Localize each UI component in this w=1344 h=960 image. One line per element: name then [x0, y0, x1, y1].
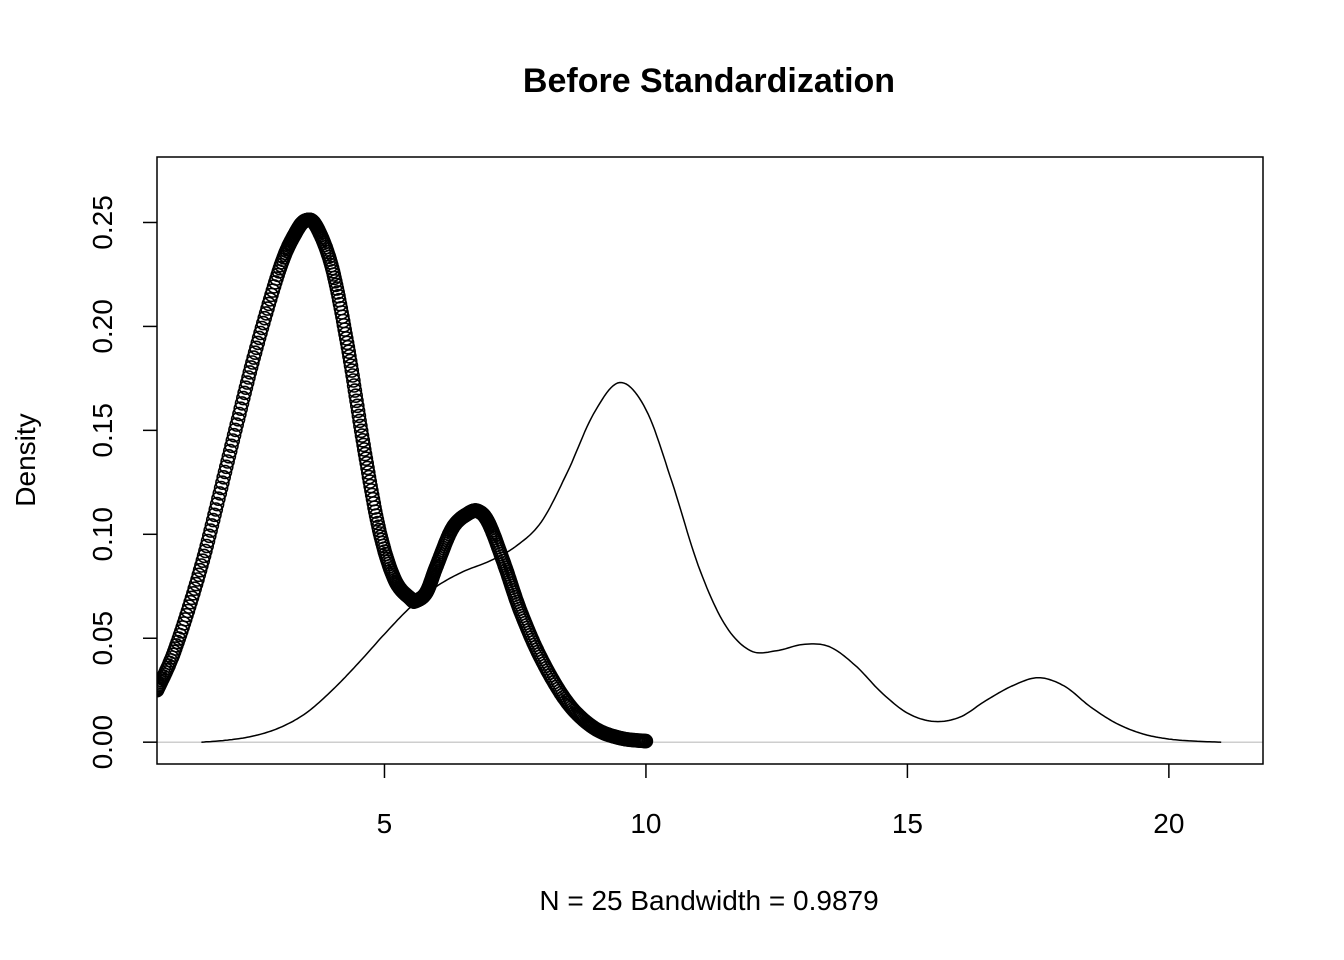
density-point — [233, 401, 248, 417]
density-point — [209, 496, 225, 512]
density-point — [345, 368, 360, 383]
density-point — [360, 465, 376, 480]
y-tick-label: 0.10 — [87, 507, 118, 562]
density-point — [344, 363, 360, 378]
density-point — [351, 408, 367, 424]
density-point — [349, 393, 364, 409]
density-point — [208, 502, 224, 517]
density-point — [353, 423, 369, 439]
density-point — [202, 528, 217, 544]
density-point — [216, 469, 231, 485]
density-point — [200, 533, 216, 549]
density-point — [226, 427, 242, 443]
density-point — [222, 443, 238, 459]
plot-area — [157, 212, 1263, 749]
density-point — [347, 383, 363, 398]
density-point — [349, 398, 365, 414]
density-point — [232, 406, 247, 422]
density-point — [348, 388, 364, 404]
density-point — [237, 385, 252, 401]
density-point — [360, 460, 375, 476]
density-point — [220, 454, 235, 469]
density-point — [213, 480, 229, 496]
density-point — [354, 428, 370, 443]
density-point — [356, 437, 371, 453]
plot-content — [157, 212, 1263, 749]
density-point — [207, 507, 222, 523]
density-point — [225, 433, 241, 448]
axes: 5 10 15 20 0.00 0.05 0.10 0.15 0.20 0.25 — [87, 195, 1184, 839]
y-tick-label: 0.05 — [87, 611, 118, 666]
density-point — [346, 378, 362, 393]
density-point — [219, 459, 234, 475]
density-point — [350, 403, 366, 419]
x-axis-label: N = 25 Bandwidth = 0.9879 — [539, 885, 878, 916]
density-point — [638, 733, 654, 749]
density-point — [234, 396, 250, 411]
density-point — [342, 353, 358, 369]
density-point — [221, 448, 237, 464]
density-point — [236, 390, 251, 406]
density-point — [359, 455, 375, 471]
density-line — [201, 381, 1222, 743]
plot-frame — [156, 156, 1264, 765]
y-tick-label: 0.25 — [87, 195, 118, 250]
x-tick-label: 15 — [892, 808, 923, 839]
density-point — [358, 451, 374, 467]
y-axis-label: Density — [10, 413, 41, 506]
density-point — [346, 373, 361, 388]
density-point — [343, 358, 359, 374]
density-point — [352, 413, 367, 429]
density-point — [217, 464, 233, 480]
chart-title: Before Standardization — [523, 62, 895, 100]
y-tick-label: 0.00 — [87, 715, 118, 770]
density-point — [356, 442, 372, 457]
density-point — [342, 348, 357, 364]
density-point — [353, 418, 368, 434]
y-tick-label: 0.15 — [87, 403, 118, 458]
x-tick-label: 10 — [630, 808, 661, 839]
density-point — [203, 523, 218, 538]
density-point — [229, 417, 244, 432]
x-tick-label: 20 — [1153, 808, 1184, 839]
density-point — [224, 438, 239, 454]
y-tick-label: 0.20 — [87, 299, 118, 354]
density-point — [212, 486, 228, 501]
density-point — [211, 491, 226, 507]
density-point — [205, 512, 221, 528]
density-point — [228, 422, 243, 438]
density-point — [204, 518, 220, 533]
density-point — [230, 411, 246, 427]
x-tick-label: 5 — [377, 808, 393, 839]
density-points-series — [157, 212, 654, 749]
density-point — [357, 446, 373, 462]
density-point — [215, 475, 230, 491]
density-point — [355, 432, 371, 448]
density-point — [341, 344, 357, 360]
